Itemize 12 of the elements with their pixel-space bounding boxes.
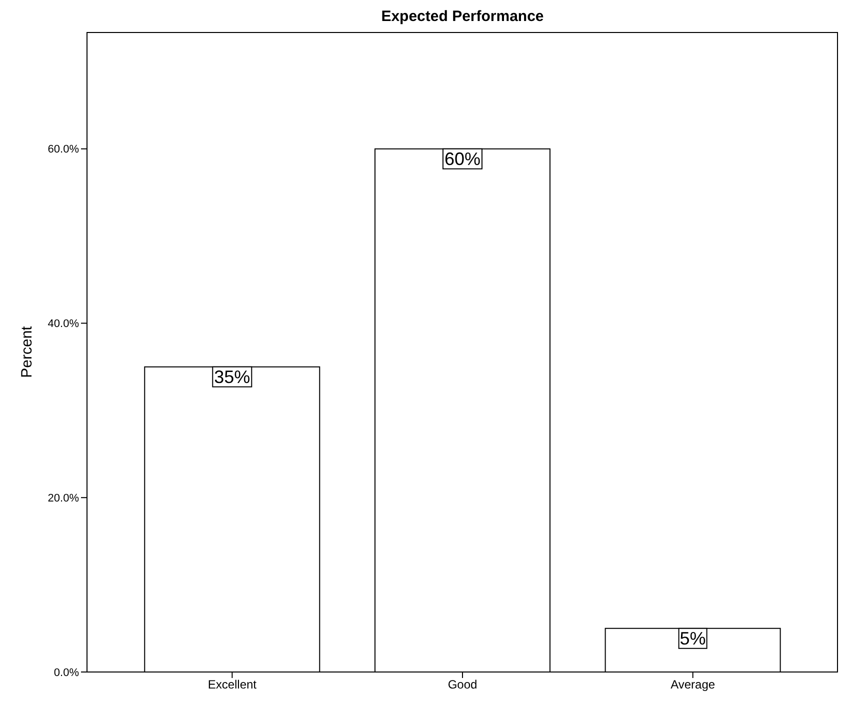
x-tick-label: Average: [670, 678, 716, 692]
chart-title: Expected Performance: [380, 8, 545, 25]
y-tick-label: 0.0%: [54, 666, 80, 679]
x-tick-label: Good: [448, 678, 478, 692]
data-label: 60%: [444, 148, 480, 169]
y-axis-title: Percent: [18, 325, 36, 378]
y-tick-label: 40.0%: [48, 318, 80, 330]
data-label: 5%: [680, 628, 706, 648]
data-label: 35%: [214, 366, 250, 387]
x-tick-label: Excellent: [208, 678, 258, 692]
y-tick-label: 20.0%: [48, 492, 80, 505]
y-tick-label: 60.0%: [48, 144, 80, 156]
